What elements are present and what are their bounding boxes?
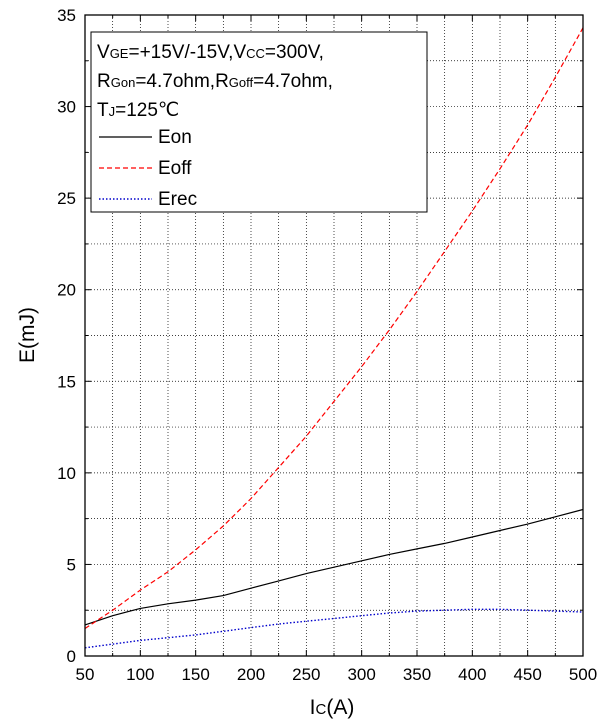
- legend: VGE=+15V/-15V,VCC=300V, RGon=4.7ohm,RGof…: [90, 31, 428, 213]
- x-tick-label: 100: [126, 665, 154, 684]
- cond-rgon-sub: Gon: [111, 75, 136, 90]
- x-tick-label: 300: [347, 665, 375, 684]
- condition-line-2: RGon=4.7ohm,RGoff=4.7ohm,: [97, 71, 333, 92]
- y-tick-label: 25: [57, 189, 76, 208]
- x-tick-label: 400: [458, 665, 486, 684]
- x-axis-title-unit: (A): [326, 696, 354, 719]
- y-tick-label: 20: [57, 281, 76, 300]
- x-axis-title-sub: C: [316, 701, 327, 718]
- series-line-erec: [84, 608, 584, 649]
- legend-label-eoff: Eoff: [158, 158, 192, 179]
- y-tick-label: 15: [57, 372, 76, 391]
- y-tick-label: 0: [67, 647, 76, 666]
- series-line-eoff: [84, 27, 584, 630]
- cond-rgoff-main: R: [215, 71, 229, 92]
- cond-tj-val: =125℃: [115, 100, 179, 121]
- legend-label-erec: Erec: [158, 189, 197, 210]
- cond-rgon-val: =4.7ohm,: [135, 71, 215, 92]
- series-group: [84, 27, 584, 649]
- x-axis-title-main: I: [310, 696, 316, 719]
- legend-label-eon: Eon: [158, 127, 192, 148]
- cond-vge-main: V: [97, 42, 110, 63]
- y-tick-label: 5: [67, 555, 76, 574]
- cond-vge-sub: GE: [110, 46, 129, 61]
- condition-line-1: VGE=+15V/-15V,VCC=300V,: [97, 42, 324, 63]
- cond-vge-val: =+15V/-15V,: [128, 42, 233, 63]
- x-tick-label: 250: [292, 665, 320, 684]
- cond-vcc-main: V: [233, 42, 246, 63]
- cond-vcc-sub: CC: [246, 46, 265, 61]
- y-tick-label: 30: [57, 98, 76, 117]
- x-tick-label: 150: [181, 665, 209, 684]
- legend-box: [90, 31, 428, 213]
- y-tick-label: 35: [57, 6, 76, 25]
- y-tick-label: 10: [57, 464, 76, 483]
- series-line-eon: [84, 508, 584, 626]
- x-tick-label: 500: [569, 665, 597, 684]
- cond-tj-main: T: [97, 100, 109, 121]
- cond-rgon-main: R: [97, 71, 111, 92]
- condition-line-3: TJ=125℃: [97, 100, 179, 121]
- x-tick-label: 50: [76, 665, 95, 684]
- y-axis-title: E(mJ): [16, 307, 39, 363]
- cond-tj-sub: J: [109, 104, 116, 119]
- cond-vcc-val: =300V,: [265, 42, 324, 63]
- x-tick-label: 350: [403, 665, 431, 684]
- cond-rgoff-sub: Goff: [229, 75, 254, 90]
- x-axis-title: IC(A): [310, 696, 355, 719]
- axis-ticks: 50 100 150 200 250 300 350 400 450 500 0 5 10 15 20 25 3…: [57, 6, 597, 684]
- x-tick-label: 450: [513, 665, 541, 684]
- cond-rgoff-val: =4.7ohm,: [253, 71, 333, 92]
- x-tick-label: 200: [237, 665, 265, 684]
